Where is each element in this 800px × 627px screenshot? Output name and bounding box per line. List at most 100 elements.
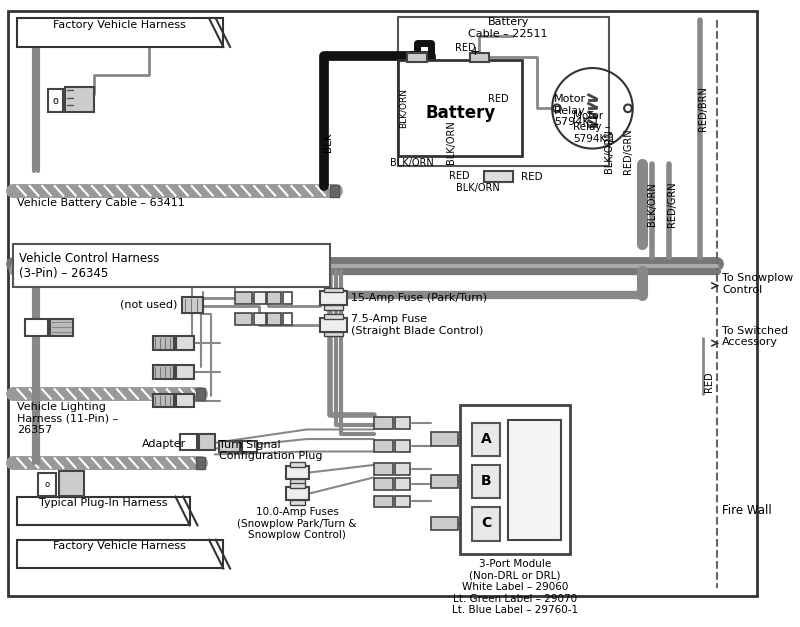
Bar <box>472 423 501 456</box>
Bar <box>374 417 393 428</box>
Bar <box>195 388 205 400</box>
Text: C: C <box>481 517 491 530</box>
Text: Battery
Cable – 22511: Battery Cable – 22511 <box>468 17 548 39</box>
Text: RED/GRN: RED/GRN <box>667 181 677 227</box>
Bar <box>398 17 609 166</box>
Bar <box>38 473 56 495</box>
Bar <box>470 53 489 62</box>
Bar <box>431 475 458 488</box>
Bar <box>290 483 305 488</box>
Bar <box>154 337 174 350</box>
Bar <box>286 487 309 500</box>
Bar <box>283 314 292 325</box>
Text: BLK/ORN: BLK/ORN <box>446 120 455 164</box>
Bar <box>176 337 194 350</box>
Text: (not used): (not used) <box>120 300 178 310</box>
Bar <box>176 394 194 408</box>
Bar <box>235 314 252 325</box>
Bar <box>235 292 252 304</box>
Text: +: + <box>470 45 480 58</box>
Bar <box>460 406 570 554</box>
Bar <box>18 18 223 47</box>
Text: RED: RED <box>488 93 509 103</box>
Bar <box>290 500 305 505</box>
Bar <box>267 292 281 304</box>
Text: A: A <box>481 432 491 446</box>
Bar <box>320 292 347 305</box>
Bar <box>431 433 458 446</box>
Text: Factory Vehicle Harness: Factory Vehicle Harness <box>54 20 186 30</box>
Text: RED/GRN: RED/GRN <box>623 129 633 174</box>
Text: Motor
Relay –
5794K-1: Motor Relay – 5794K-1 <box>554 94 600 127</box>
Text: RED: RED <box>454 43 475 53</box>
Bar <box>18 540 223 569</box>
Bar <box>330 185 339 196</box>
Bar <box>154 394 174 408</box>
Text: 7.5-Amp Fuse
(Straight Blade Control): 7.5-Amp Fuse (Straight Blade Control) <box>351 314 483 336</box>
Text: BLK/ORN: BLK/ORN <box>455 183 499 193</box>
Text: RED: RED <box>449 171 470 181</box>
Bar <box>395 463 410 475</box>
Bar <box>374 495 393 507</box>
Bar <box>395 478 410 490</box>
Text: To Snowplow
Control: To Snowplow Control <box>722 273 793 295</box>
Text: Vehicle Lighting
Harness (11-Pin) –
26357: Vehicle Lighting Harness (11-Pin) – 2635… <box>18 402 118 435</box>
Text: o: o <box>53 96 58 105</box>
Bar <box>254 292 266 304</box>
Bar <box>50 319 73 337</box>
Bar <box>290 479 305 484</box>
Bar <box>242 441 257 453</box>
Text: BLK/ORN: BLK/ORN <box>604 130 614 173</box>
Bar <box>286 466 309 479</box>
Text: Battery: Battery <box>425 104 495 122</box>
Bar <box>180 435 198 450</box>
Bar <box>398 60 522 156</box>
Text: 10.0-Amp Fuses
(Snowplow Park/Turn &
Snowplow Control): 10.0-Amp Fuses (Snowplow Park/Turn & Sno… <box>238 507 357 540</box>
Bar <box>431 517 458 530</box>
Bar <box>48 89 63 112</box>
Bar <box>374 440 393 451</box>
Bar <box>182 297 203 312</box>
Bar <box>324 288 343 292</box>
Circle shape <box>624 105 632 112</box>
Text: Fire Wall: Fire Wall <box>722 505 772 517</box>
Bar <box>374 463 393 475</box>
Bar <box>218 441 240 453</box>
Bar <box>59 471 84 495</box>
Bar <box>395 440 410 451</box>
Text: BLK/ORN: BLK/ORN <box>390 158 434 168</box>
Bar <box>320 319 347 332</box>
Text: Typical Plug-In Harness: Typical Plug-In Harness <box>39 498 168 508</box>
Text: RED: RED <box>522 172 543 182</box>
Text: BLK/ORN: BLK/ORN <box>647 182 657 226</box>
Bar <box>472 465 501 498</box>
Bar <box>374 478 393 490</box>
Circle shape <box>553 105 561 112</box>
Bar <box>395 417 410 428</box>
Bar <box>254 314 266 325</box>
Bar <box>290 462 305 467</box>
Bar <box>324 305 343 310</box>
Text: RED/BRN: RED/BRN <box>698 86 708 131</box>
Text: Vehicle Battery Cable – 63411: Vehicle Battery Cable – 63411 <box>18 198 185 208</box>
Bar <box>283 292 292 304</box>
Text: Adapter: Adapter <box>142 439 186 449</box>
Text: Factory Vehicle Harness: Factory Vehicle Harness <box>54 542 186 551</box>
Bar <box>324 332 343 337</box>
Text: Motor
Relay –
5794K-1: Motor Relay – 5794K-1 <box>574 110 616 144</box>
Bar <box>65 87 94 112</box>
Bar <box>154 366 174 379</box>
Text: 3-Port Module
(Non-DRL or DRL)
White Label – 29060
Lt. Green Label – 29070
Lt. B: 3-Port Module (Non-DRL or DRL) White Lab… <box>452 559 578 615</box>
Text: RED: RED <box>705 371 714 392</box>
Bar <box>199 435 214 450</box>
Bar <box>484 171 513 182</box>
Bar <box>14 245 330 287</box>
Text: BLK/ORN: BLK/ORN <box>398 88 407 129</box>
Bar <box>18 497 190 525</box>
Bar <box>472 507 501 540</box>
Text: Vehicle Control Harness
(3-Pin) – 26345: Vehicle Control Harness (3-Pin) – 26345 <box>19 252 159 280</box>
Text: Turn Signal
Configuration Plug: Turn Signal Configuration Plug <box>218 440 322 461</box>
Bar <box>195 457 205 469</box>
Text: B: B <box>481 474 491 488</box>
Text: –: – <box>409 45 415 58</box>
